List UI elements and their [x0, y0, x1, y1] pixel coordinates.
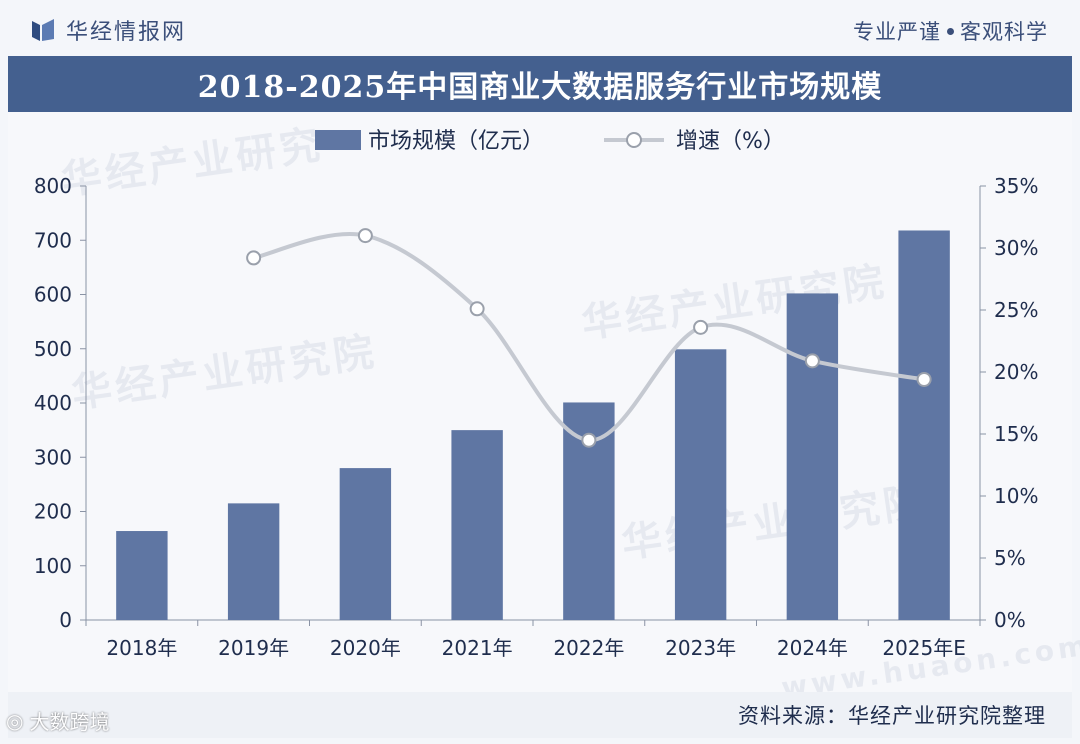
header: 华经情报网 专业严谨 客观科学: [0, 0, 1080, 56]
y-right-tick-label: 25%: [994, 298, 1038, 322]
y-left-tick-label: 400: [34, 391, 72, 415]
growth-point: [246, 250, 262, 266]
legend-bar-swatch: [315, 130, 361, 150]
corner-watermark: ◎ 大数跨境: [6, 706, 109, 735]
y-left-tick-label: 0: [59, 608, 72, 632]
title-band: 2018-2025年中国商业大数据服务行业市场规模: [8, 56, 1072, 112]
legend-bar-label: 市场规模（亿元）: [368, 129, 544, 154]
bar: [227, 503, 280, 620]
y-left-tick-label: 100: [34, 554, 72, 578]
x-tick-label: 2024年: [777, 636, 848, 660]
x-tick-label: 2023年: [665, 636, 736, 660]
x-tick-label: 2019年: [218, 636, 289, 660]
y-left-tick-label: 600: [34, 283, 72, 307]
growth-point: [357, 228, 373, 244]
chart-title: 2018-2025年中国商业大数据服务行业市场规模: [197, 70, 883, 105]
growth-point: [916, 371, 932, 387]
bar: [116, 531, 168, 620]
slogan-right: 客观科学: [960, 20, 1048, 44]
y-left-tick-label: 800: [34, 174, 72, 198]
x-tick-label: 2022年: [553, 636, 624, 660]
y-left-tick-label: 200: [34, 500, 72, 524]
x-tick-label: 2021年: [442, 636, 513, 660]
slogan: 专业严谨 客观科学: [853, 16, 1048, 46]
x-tick-label: 2018年: [106, 636, 177, 660]
growth-point: [804, 353, 820, 369]
wechat-icon: ◎: [6, 708, 24, 733]
corner-watermark-text: 大数跨境: [29, 710, 110, 734]
x-tick-label: 2025年E: [882, 636, 966, 660]
legend-line-marker: [626, 132, 642, 148]
brand-name: 华经情报网: [66, 20, 187, 45]
bar: [786, 293, 839, 620]
y-right-tick-label: 20%: [994, 360, 1038, 384]
slogan-left: 专业严谨: [853, 20, 941, 44]
y-right-tick-label: 15%: [994, 422, 1038, 446]
y-right-tick-label: 10%: [994, 484, 1038, 508]
y-right-tick-label: 35%: [994, 174, 1038, 198]
chart-svg: 0 100 200 300 400 500 600 700 800 0% 5% 10% 15% 20% 25…: [34, 129, 1039, 660]
brand-logo-icon: [32, 19, 54, 41]
bar: [898, 230, 950, 621]
brand: 华经情报网: [30, 14, 186, 46]
growth-point: [693, 319, 709, 335]
bar: [451, 430, 503, 620]
legend-line-label: 增速（%）: [676, 129, 785, 154]
y-right-tick-label: 30%: [994, 236, 1038, 260]
chart-area: [8, 112, 1072, 692]
slogan-dot-icon: [947, 27, 954, 35]
bar: [339, 468, 392, 620]
bar: [674, 349, 727, 620]
y-left-tick-label: 500: [34, 337, 72, 361]
growth-point: [469, 301, 485, 317]
x-tick-label: 2020年: [330, 636, 401, 660]
y-right-tick-label: 0%: [994, 608, 1026, 632]
y-right-tick-label: 5%: [994, 546, 1026, 570]
growth-point: [581, 432, 597, 448]
y-left-tick-label: 700: [34, 228, 72, 252]
source-note: 资料来源：华经产业研究院整理: [738, 704, 1046, 728]
y-left-tick-label: 300: [34, 445, 72, 469]
footer: 资料来源：华经产业研究院整理: [8, 692, 1072, 738]
